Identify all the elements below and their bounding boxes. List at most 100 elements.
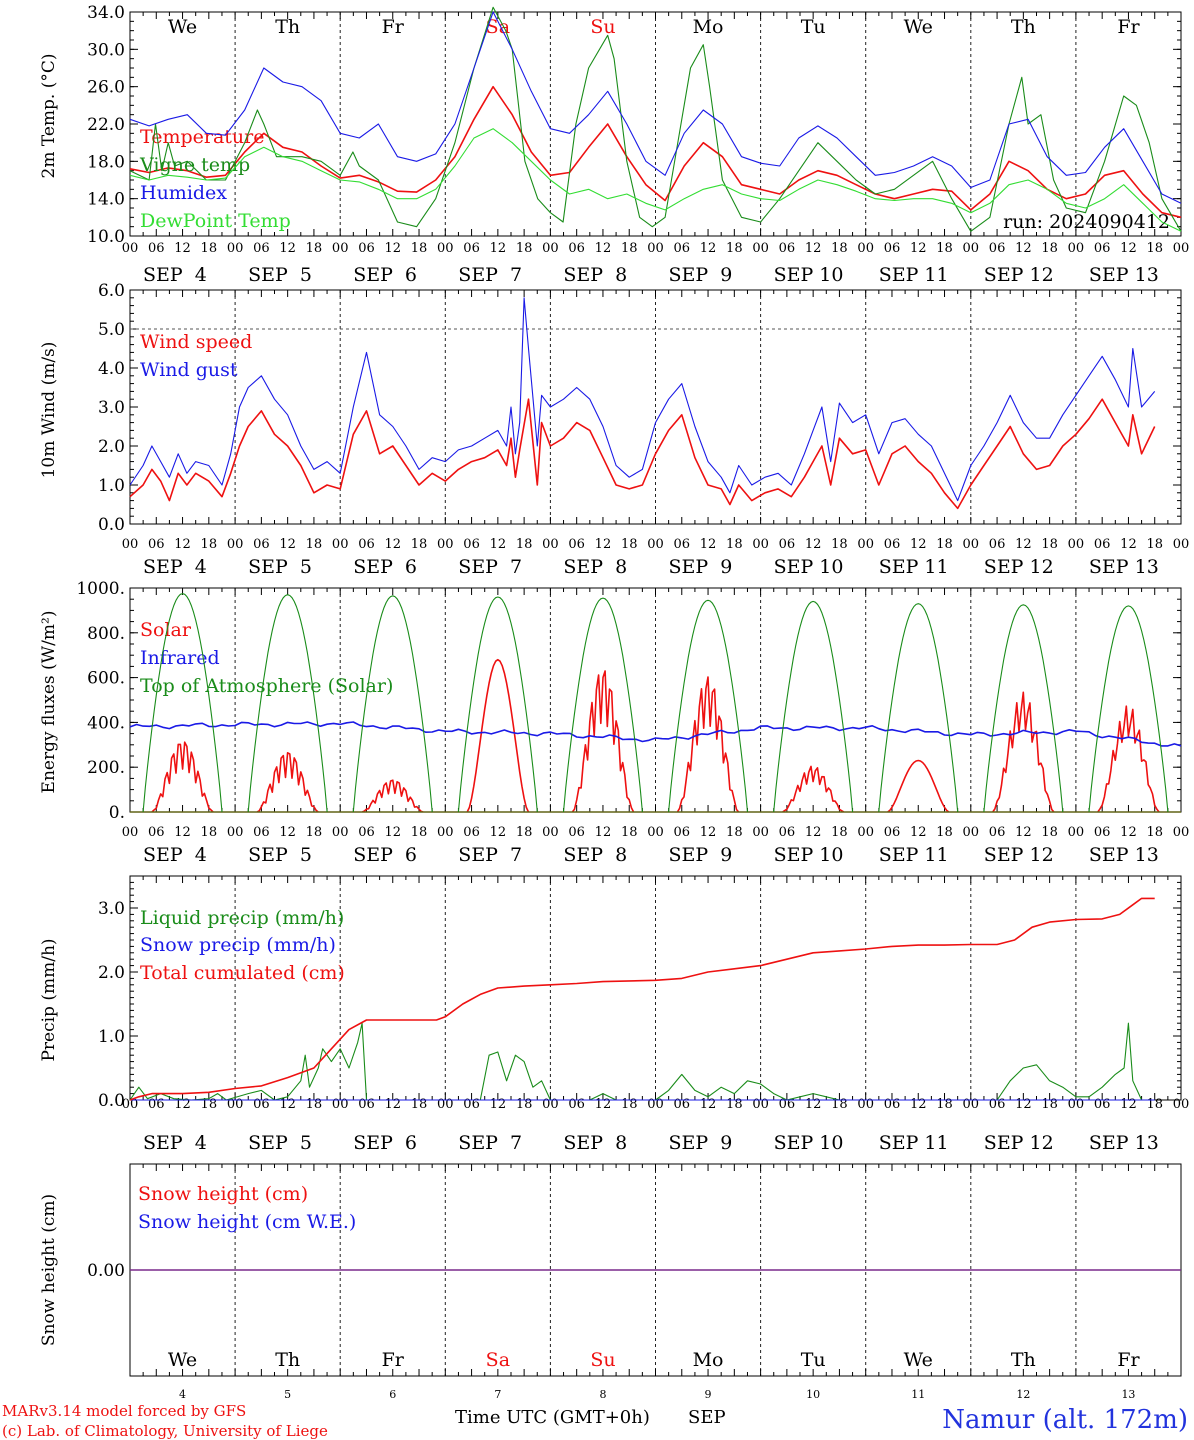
y-axis-label: 2m Temp. (°C) [39, 53, 59, 178]
series-line [129, 398, 1156, 510]
x-hour-label: 06 [989, 241, 1006, 256]
day-name-label: We [168, 16, 197, 38]
x-hour-label: 12 [595, 825, 612, 840]
day-number-label: 5 [284, 1388, 291, 1401]
x-hour-label: 00 [857, 1097, 874, 1112]
x-hour-label: 00 [1068, 241, 1085, 256]
x-date-label: SEP 9 [669, 1132, 733, 1154]
x-hour-label: 00 [1173, 241, 1190, 256]
day-name-label: Mo [693, 16, 724, 38]
series-line [130, 658, 1181, 813]
series-line [129, 721, 1182, 747]
day-name-label: Fr [1117, 1349, 1140, 1371]
panel-precipitation: 0.0 1.0 2.0 3.0 Precip (mm/h) 00 06 12 18 SEP 4 00… [39, 875, 1189, 1154]
x-hour-label: 00 [542, 537, 559, 552]
x-hour-label: 18 [1041, 1097, 1058, 1112]
x-hour-label: 00 [963, 537, 980, 552]
x-hour-label: 00 [332, 825, 349, 840]
panel-snow-height: 0.00 Snow height (cm) We Th Fr Sa Su Mo Tu We Th Fr… [39, 1163, 1182, 1401]
x-hour-label: 18 [201, 537, 218, 552]
x-hour-label: 06 [253, 825, 270, 840]
y-tick-label: 2.0 [98, 963, 125, 983]
x-hour-label: 06 [568, 1097, 585, 1112]
x-date-label: SEP 6 [353, 264, 417, 286]
x-hour-label: 18 [306, 825, 323, 840]
x-hour-label: 06 [358, 1097, 375, 1112]
y-tick-label: 6.0 [98, 281, 125, 301]
x-date-label: SEP 5 [248, 556, 312, 578]
x-hour-label: 00 [963, 825, 980, 840]
x-hour-label: 00 [437, 1097, 454, 1112]
x-hour-label: 12 [174, 537, 191, 552]
y-tick-label: 1000. [76, 579, 125, 599]
series-line [129, 6, 1182, 232]
x-hour-label: 18 [621, 537, 638, 552]
panel-energy-fluxes: 0. 200. 400. 600. 800. 1000. Energy fluxes (W/… [39, 579, 1189, 866]
x-hour-label: 18 [201, 825, 218, 840]
x-hour-label: 06 [148, 1097, 165, 1112]
x-hour-label: 12 [700, 537, 717, 552]
x-hour-label: 12 [805, 537, 822, 552]
x-hour-label: 12 [1015, 537, 1032, 552]
x-hour-label: 18 [1041, 825, 1058, 840]
x-hour-label: 06 [463, 1097, 480, 1112]
x-hour-label: 00 [227, 241, 244, 256]
x-date-label: SEP 11 [879, 1132, 949, 1154]
day-name-label: We [904, 16, 933, 38]
x-hour-label: 12 [1120, 241, 1137, 256]
plot-frame [129, 11, 1182, 237]
x-hour-label: 00 [542, 241, 559, 256]
x-hour-label: 12 [384, 241, 401, 256]
x-hour-label: 18 [831, 537, 848, 552]
x-hour-label: 00 [122, 1097, 139, 1112]
x-hour-label: 18 [1146, 1097, 1163, 1112]
x-hour-label: 00 [542, 1097, 559, 1112]
x-date-label: SEP 11 [879, 844, 949, 866]
x-date-label: SEP 7 [458, 844, 522, 866]
x-hour-label: 00 [1068, 1097, 1085, 1112]
panel-wind: 0.0 1.0 2.0 3.0 4.0 5.0 6.0 10m Wind (m/s) 00 06 1… [39, 281, 1189, 578]
x-hour-label: 18 [726, 241, 743, 256]
x-hour-label: 12 [700, 1097, 717, 1112]
x-hour-label: 06 [989, 537, 1006, 552]
x-hour-label: 06 [358, 241, 375, 256]
x-hour-label: 18 [516, 241, 533, 256]
y-tick-label: 2.0 [98, 437, 125, 457]
day-name-label: Th [1011, 1349, 1036, 1371]
legend-entry: Snow height (cm) [138, 1183, 308, 1205]
x-hour-label: 06 [148, 241, 165, 256]
x-hour-label: 18 [516, 537, 533, 552]
legend-entry: Snow precip (mm/h) [140, 934, 336, 956]
day-name-label: Th [275, 1349, 300, 1371]
x-date-label: SEP 8 [563, 264, 627, 286]
x-hour-label: 12 [910, 1097, 927, 1112]
x-date-label: SEP 6 [353, 556, 417, 578]
x-hour-label: 06 [568, 537, 585, 552]
x-hour-label: 06 [779, 241, 796, 256]
x-hour-label: 00 [227, 825, 244, 840]
day-number-label: 7 [494, 1388, 501, 1401]
x-hour-label: 00 [857, 537, 874, 552]
series-line [130, 593, 1181, 813]
legend-entry: Wind speed [140, 331, 252, 353]
legend-entry: Vigne temp [139, 154, 250, 176]
x-hour-label: 12 [805, 1097, 822, 1112]
x-hour-label: 06 [884, 241, 901, 256]
x-hour-label: 18 [201, 241, 218, 256]
x-date-label: SEP 12 [984, 844, 1054, 866]
x-hour-label: 06 [358, 537, 375, 552]
y-tick-label: 0.00 [87, 1261, 125, 1281]
x-hour-label: 06 [989, 1097, 1006, 1112]
x-hour-label: 00 [332, 537, 349, 552]
legend-entry: Snow height (cm W.E.) [138, 1211, 356, 1233]
x-hour-label: 12 [1120, 1097, 1137, 1112]
y-axis-label: 10m Wind (m/s) [39, 342, 59, 479]
x-hour-label: 00 [1173, 825, 1190, 840]
day-name-label: Th [275, 16, 300, 38]
x-hour-label: 12 [700, 241, 717, 256]
x-date-label: SEP 10 [774, 844, 844, 866]
x-date-label: SEP 7 [458, 1132, 522, 1154]
x-axis-month: SEP [688, 1407, 726, 1428]
x-axis-label: Time UTC (GMT+0h) [455, 1407, 650, 1428]
x-date-label: SEP 9 [669, 556, 733, 578]
